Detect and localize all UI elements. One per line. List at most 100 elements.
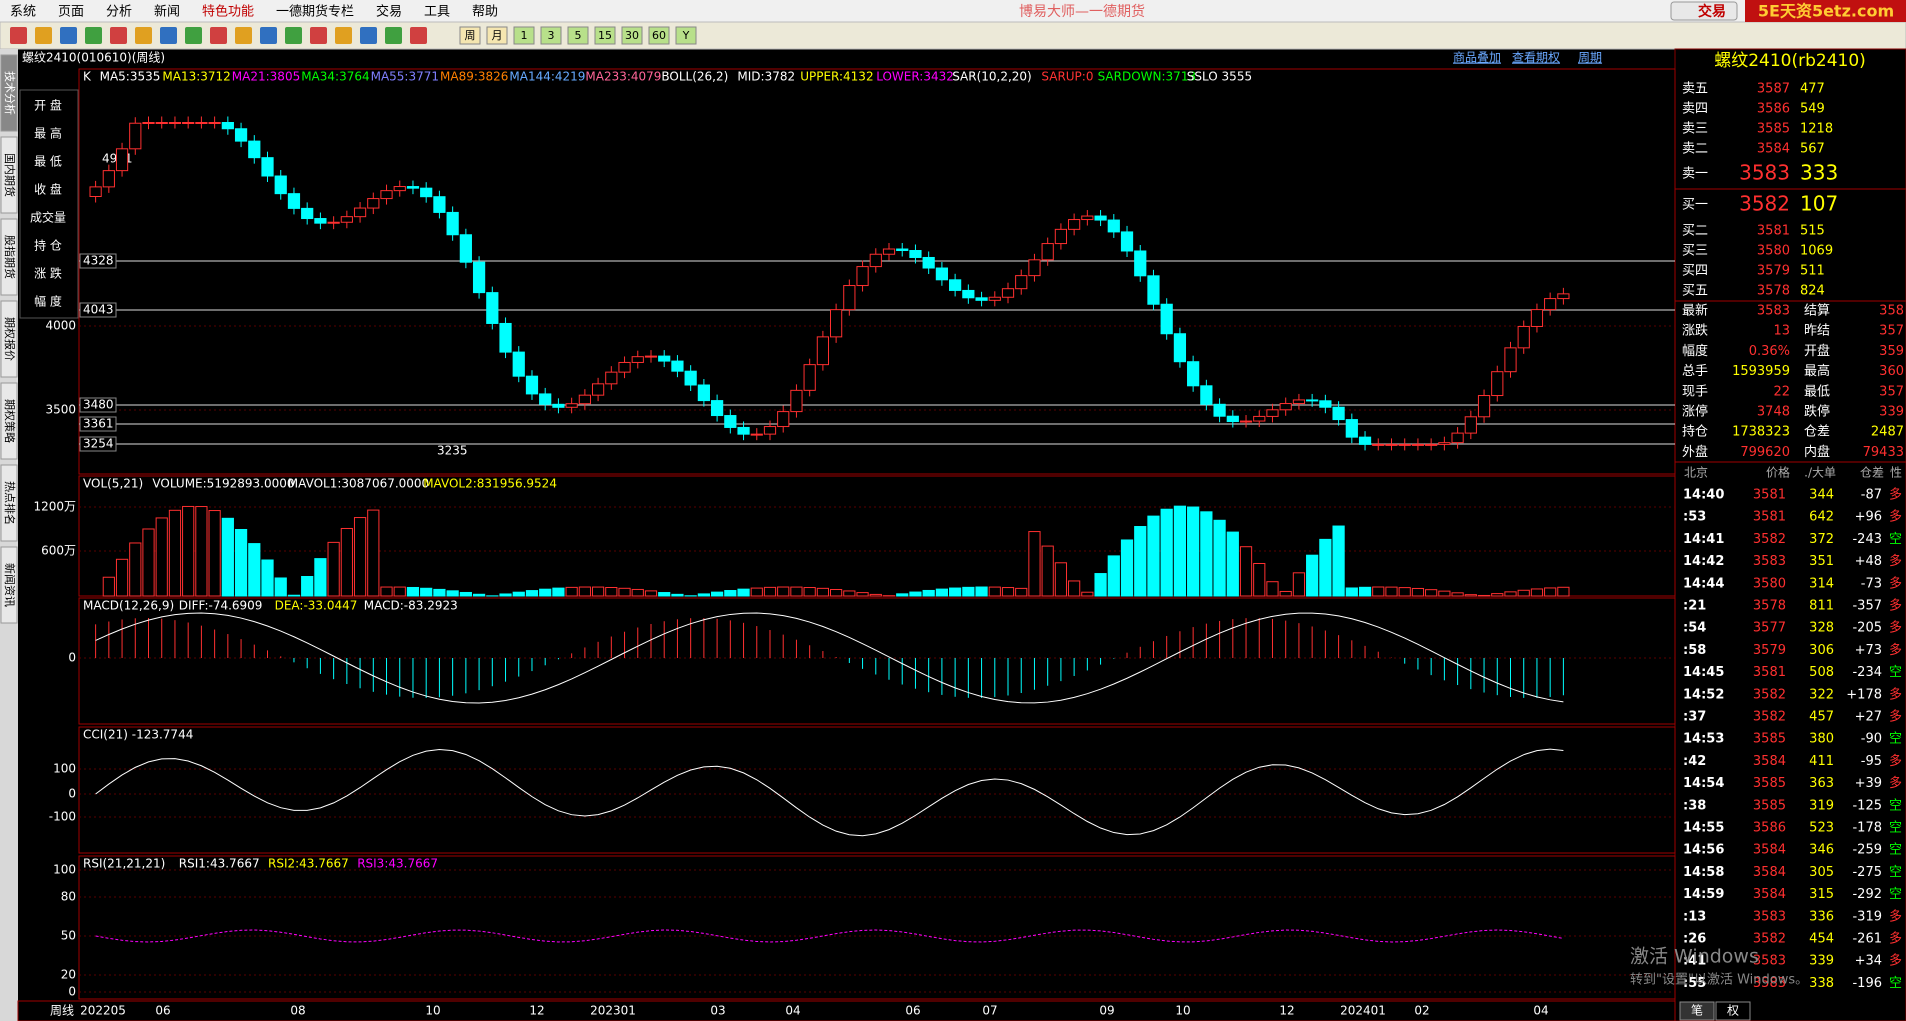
chart-link[interactable]: 商品叠加 — [1453, 50, 1501, 65]
tool-icon[interactable] — [385, 27, 402, 44]
indicator-label: LOWER:3432 — [876, 70, 954, 84]
side-tab[interactable]: 热点排名 — [3, 481, 17, 525]
side-tab[interactable]: 国内期货 — [3, 153, 17, 197]
decor-candle — [221, 122, 234, 130]
side-tab-bg[interactable] — [0, 54, 18, 132]
menu-item[interactable]: 一德期货专栏 — [276, 4, 354, 20]
tick-time: :55 — [1683, 976, 1706, 991]
toolbar-button[interactable]: 60 — [652, 29, 666, 42]
decor-volume — [843, 590, 856, 597]
tool-icon[interactable] — [260, 27, 277, 44]
menu-item[interactable]: 页面 — [58, 5, 84, 20]
toolbar-button[interactable]: 周 — [465, 29, 476, 42]
tool-icon[interactable] — [110, 27, 127, 44]
tick-time: :21 — [1683, 599, 1706, 614]
tool-icon[interactable] — [210, 27, 227, 44]
bottom-tab-bg[interactable] — [1715, 1001, 1751, 1021]
decor-candle — [1319, 400, 1332, 408]
side-tab[interactable]: 新闻资讯 — [3, 563, 17, 607]
tick-time: 14:41 — [1683, 532, 1724, 547]
menu-item[interactable]: 特色功能 — [202, 4, 254, 20]
toolbar-button[interactable]: Y — [682, 29, 690, 42]
toolbar-button[interactable]: 15 — [598, 29, 612, 42]
side-tab-bg[interactable] — [0, 300, 18, 378]
tool-icon[interactable] — [60, 27, 77, 44]
toolbar-button-bg[interactable] — [459, 26, 481, 45]
tool-icon[interactable] — [185, 27, 202, 44]
decor-candle — [631, 356, 644, 363]
bottom-tab[interactable]: 笔 — [1691, 1003, 1703, 1018]
tick-change: -178 — [1852, 821, 1882, 836]
decor-volume — [1200, 511, 1213, 597]
decor-candle — [710, 400, 724, 417]
decor-volume — [221, 517, 234, 597]
menu-item[interactable]: 分析 — [106, 5, 132, 20]
toolbar-button-bg[interactable] — [540, 26, 562, 45]
side-tab-bg[interactable] — [0, 382, 18, 460]
menu-item[interactable]: 系统 — [10, 5, 36, 20]
menu-item[interactable]: 帮助 — [472, 5, 498, 20]
decor-candle — [578, 394, 591, 405]
toolbar-button[interactable]: 1 — [521, 29, 528, 42]
tick-volume: 306 — [1809, 643, 1834, 658]
side-tab[interactable]: 股指期货 — [3, 235, 17, 279]
toolbar-button[interactable]: 5 — [575, 29, 582, 42]
x-tick-label: 202301 — [590, 1004, 636, 1018]
toolbar-button-bg[interactable] — [567, 26, 589, 45]
decor-candle — [1134, 250, 1147, 277]
side-tab-bg[interactable] — [0, 218, 18, 296]
toolbar-button-bg[interactable] — [675, 26, 697, 45]
trade-button-bg[interactable] — [1670, 1, 1738, 21]
stat-value: 357 — [1879, 324, 1904, 339]
decor-volume — [459, 591, 472, 597]
tick-side: 空 — [1889, 887, 1902, 902]
stat-label: 外盘 — [1682, 444, 1708, 460]
menu-item[interactable]: 工具 — [424, 5, 450, 20]
tool-icon[interactable] — [35, 27, 52, 44]
stat-label: 总手 — [1682, 364, 1708, 379]
trade-button[interactable]: 交易 — [1698, 3, 1726, 20]
side-tab[interactable]: 技术分析 — [3, 71, 17, 115]
toolbar-button[interactable]: 月 — [492, 29, 503, 42]
side-tab-bg[interactable] — [0, 546, 18, 624]
decor-candle — [684, 370, 697, 386]
side-tab[interactable]: 期权报价 — [3, 317, 17, 361]
tool-icon[interactable] — [285, 27, 302, 44]
toolbar-button-bg[interactable] — [513, 26, 535, 45]
decor-candle — [1358, 436, 1372, 445]
side-tab-bg[interactable] — [0, 464, 18, 542]
tool-icon[interactable] — [335, 27, 352, 44]
decor-volume — [102, 576, 115, 597]
toolbar-button-bg[interactable] — [621, 26, 643, 45]
toolbar-button-bg[interactable] — [648, 26, 670, 45]
tick-price: 3584 — [1753, 865, 1786, 880]
side-tab[interactable]: 期权策略 — [3, 399, 17, 443]
menu-item[interactable]: 新闻 — [154, 4, 180, 20]
tool-icon[interactable] — [235, 27, 252, 44]
toolbar-button-bg[interactable] — [594, 26, 616, 45]
bottom-tab-bg[interactable] — [1679, 1001, 1715, 1021]
tool-icon[interactable] — [160, 27, 177, 44]
toolbar-button-bg[interactable] — [486, 26, 508, 45]
tick-change: -243 — [1852, 532, 1882, 547]
tick-volume: 336 — [1809, 909, 1834, 924]
bottom-tab[interactable]: 权 — [1727, 1004, 1739, 1018]
menu-item[interactable]: 交易 — [376, 4, 402, 20]
tool-icon[interactable] — [310, 27, 327, 44]
tool-icon[interactable] — [10, 27, 27, 44]
decor-volume — [935, 588, 949, 597]
toolbar-button[interactable]: 30 — [625, 29, 639, 42]
side-tab-bg[interactable] — [0, 136, 18, 214]
toolbar-button[interactable]: 3 — [548, 29, 555, 42]
decor-candle — [697, 384, 710, 402]
tool-icon[interactable] — [360, 27, 377, 44]
decor-candle — [1425, 443, 1438, 446]
chart-link[interactable]: 周期 — [1578, 51, 1602, 65]
chart-link[interactable]: 查看期权 — [1512, 51, 1560, 65]
tool-icon[interactable] — [135, 27, 152, 44]
decor-volume — [869, 593, 882, 597]
tool-icon[interactable] — [85, 27, 102, 44]
decor-candle — [367, 198, 380, 209]
decor-candle — [896, 248, 909, 252]
tool-icon[interactable] — [410, 27, 427, 44]
